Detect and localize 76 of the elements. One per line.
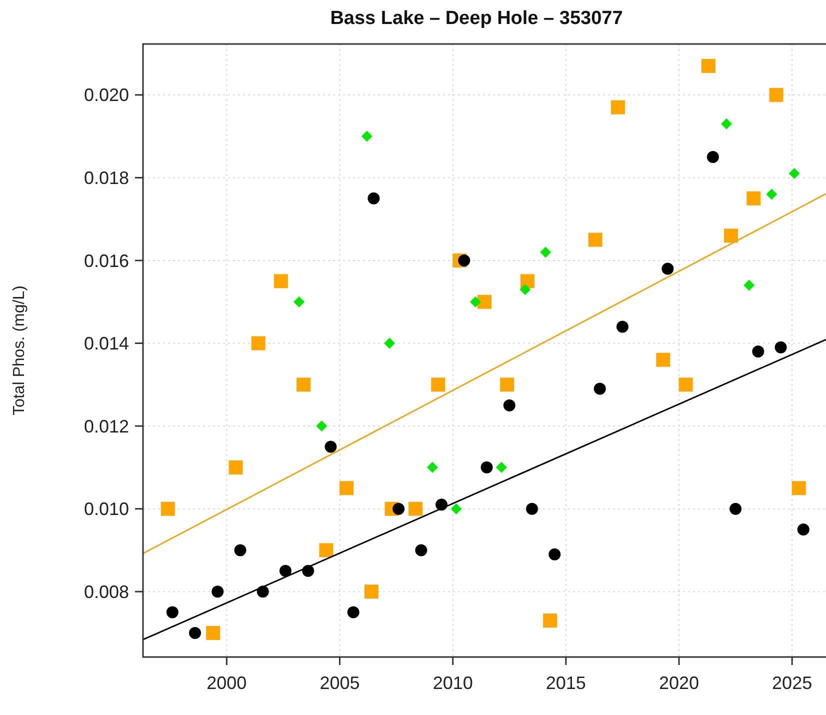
point (616, 320, 628, 333)
y-tick-label: 0.016 (84, 250, 129, 271)
point (526, 502, 538, 515)
point (294, 296, 305, 308)
point (706, 150, 719, 163)
y-tick-label: 0.010 (84, 499, 129, 520)
x-tick-label: 2015 (546, 673, 586, 693)
point (662, 262, 674, 275)
point (319, 543, 334, 558)
point (408, 502, 423, 516)
point (766, 188, 778, 200)
point (274, 274, 288, 288)
point (189, 626, 202, 639)
point (470, 296, 481, 308)
point (364, 584, 378, 599)
point (543, 614, 558, 628)
x-tick-label: 2025 (772, 673, 812, 693)
point (594, 382, 606, 395)
point (426, 462, 438, 473)
point (228, 460, 243, 474)
point (788, 168, 800, 180)
y-axis-title: Total Phos. (mg/L) (11, 286, 28, 416)
chart-title: Bass Lake – Deep Hole – 353077 (330, 8, 623, 29)
y-tick-label: 0.012 (84, 416, 129, 436)
point (431, 378, 446, 392)
point (160, 502, 175, 516)
point (347, 606, 360, 618)
point (296, 378, 311, 392)
point (368, 192, 380, 204)
point (450, 503, 462, 514)
point (166, 606, 178, 618)
x-tick-label: 2000 (206, 673, 247, 693)
point (610, 100, 625, 114)
point (730, 502, 742, 515)
point (520, 274, 534, 288)
point (769, 88, 784, 102)
point (746, 191, 761, 206)
point (478, 294, 492, 309)
point (792, 481, 806, 496)
point (774, 341, 787, 354)
point (496, 462, 507, 473)
x-tick-label: 2020 (658, 673, 700, 693)
point (316, 420, 328, 432)
point (340, 481, 354, 496)
point (656, 352, 670, 367)
point (324, 440, 337, 453)
point (206, 626, 220, 640)
point (548, 548, 561, 560)
y-tick-label: 0.020 (84, 85, 129, 106)
y-tick-label: 0.014 (84, 334, 129, 354)
point (384, 338, 396, 349)
point (720, 118, 732, 130)
point (752, 346, 764, 358)
point (540, 246, 552, 258)
x-tick-label: 2005 (320, 673, 360, 693)
point (415, 544, 428, 556)
point (588, 232, 602, 247)
point (234, 544, 246, 556)
point (251, 336, 266, 350)
point (361, 130, 372, 142)
point (520, 284, 531, 295)
point (678, 378, 693, 392)
point (744, 280, 755, 291)
point (503, 399, 516, 412)
point (724, 228, 738, 243)
point (701, 58, 716, 73)
x-tick-label: 2010 (432, 673, 473, 693)
point (392, 502, 405, 515)
point (797, 524, 810, 536)
y-tick-label: 0.008 (84, 582, 129, 602)
point (279, 564, 292, 577)
point (480, 461, 493, 474)
point (212, 586, 224, 598)
point (458, 254, 470, 266)
y-tick-label: 0.018 (84, 168, 129, 188)
point (500, 378, 514, 392)
